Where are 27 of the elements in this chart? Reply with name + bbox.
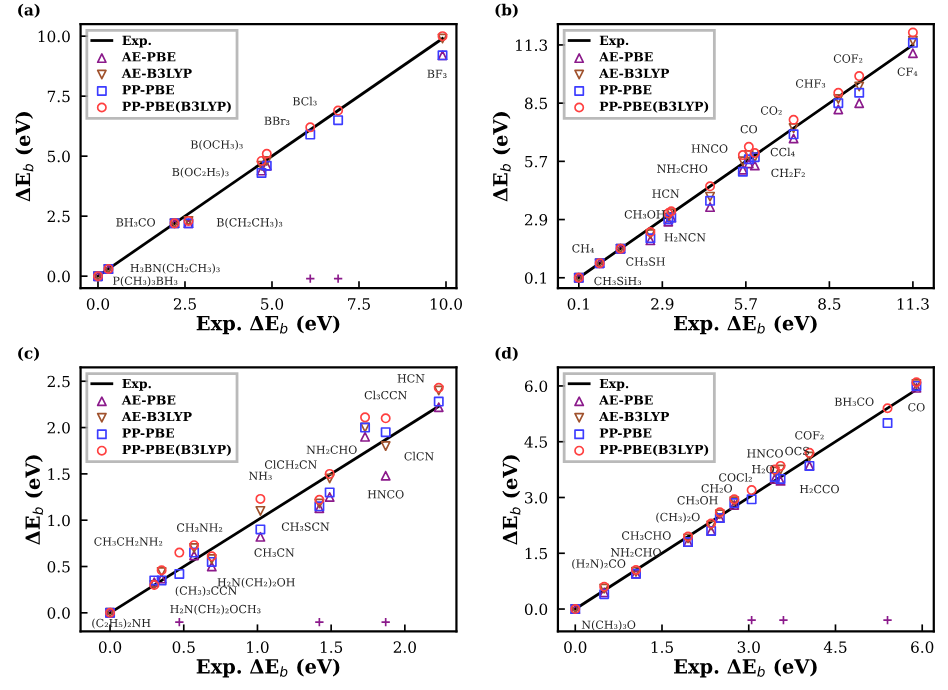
point <box>833 104 844 115</box>
point <box>705 202 716 213</box>
x-axis-title: Exp. ΔE$_{b}$ (eV) <box>674 658 817 678</box>
point <box>261 155 272 166</box>
point <box>360 431 371 442</box>
point <box>380 441 391 452</box>
point <box>907 48 918 59</box>
point <box>256 160 267 171</box>
point <box>833 93 844 104</box>
point <box>206 561 217 572</box>
point <box>380 470 391 481</box>
point <box>854 98 865 109</box>
point <box>255 505 266 516</box>
point <box>255 531 266 542</box>
y-axis-title: ΔE$_{b}$ (eV) <box>15 112 34 202</box>
x-axis-title: Exp. ΔE$_{b}$ (eV) <box>196 315 340 335</box>
point <box>324 492 335 503</box>
point <box>324 473 335 484</box>
point <box>737 156 748 167</box>
point <box>854 81 865 92</box>
y-axis-title: ΔE$_{b}$ (eV) <box>502 455 521 545</box>
x-axis-title: Exp. ΔE$_{b}$ (eV) <box>674 315 817 335</box>
x-axis-title: Exp. ΔE$_{b}$ (eV) <box>196 658 340 678</box>
point <box>433 402 444 413</box>
y-axis-title: ΔE$_{b}$ (eV) <box>24 455 44 545</box>
y-axis-title: ΔE$_{b}$ (eV) <box>492 112 511 202</box>
point <box>788 123 799 134</box>
